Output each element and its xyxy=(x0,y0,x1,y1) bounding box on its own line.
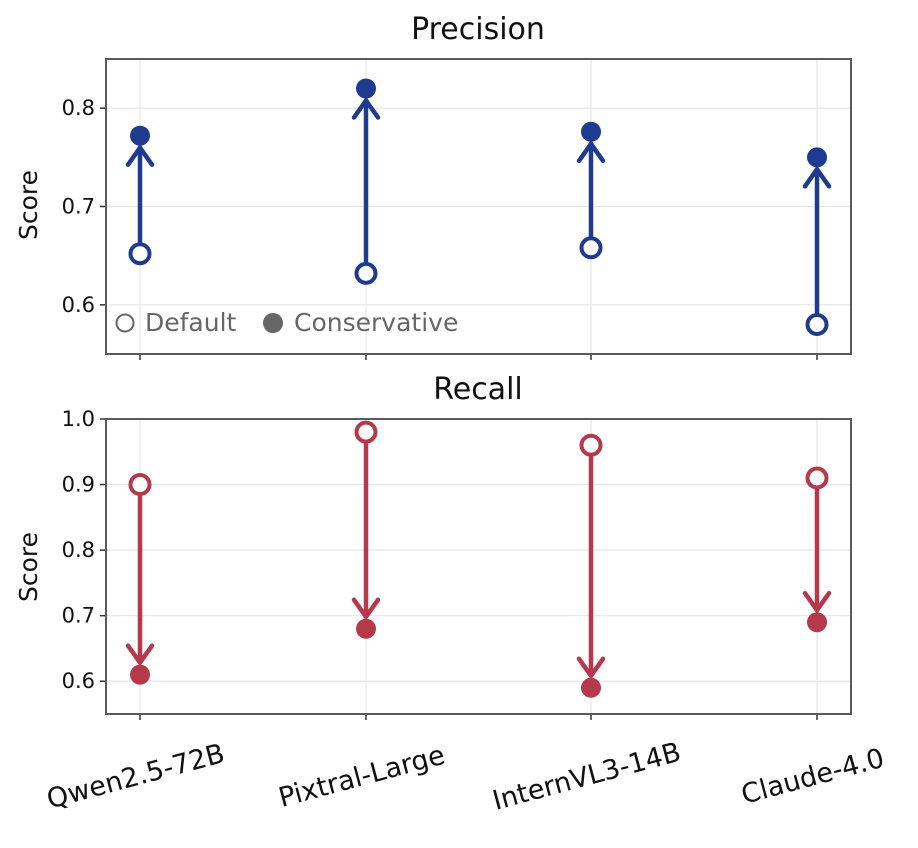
recall-ticks: 0.6 0.7 0.8 0.9 1.0 xyxy=(62,407,818,720)
recall-ytick-label: 0.7 xyxy=(62,604,95,628)
precision-default-point-qwen2-5-72b xyxy=(128,242,152,266)
recall-default-point-qwen2-5-72b xyxy=(128,473,152,497)
xtick-label-internvl3-14b: InternVL3-14B xyxy=(489,737,684,817)
recall-title: Recall xyxy=(433,372,523,407)
precision-arrowhead-qwen2-5-72b xyxy=(125,145,155,167)
precision-ticks: 0.6 0.7 0.8 xyxy=(62,96,818,360)
legend-default-marker xyxy=(115,313,135,333)
recall-default-point-claude-4-0 xyxy=(805,466,829,490)
recall-ytick-label: 0.6 xyxy=(62,669,95,693)
precision-default-point-pixtral-large xyxy=(354,261,378,285)
recall-ylabel: Score xyxy=(14,532,43,602)
legend-conservative-label: Conservative xyxy=(294,308,458,337)
precision-arrowhead-claude-4-0 xyxy=(802,167,832,189)
precision-conservative-point-internvl3-14b xyxy=(581,121,601,142)
recall-arrowhead-claude-4-0 xyxy=(802,590,832,613)
recall-conservative-point-pixtral-large xyxy=(356,618,376,639)
precision-frame xyxy=(105,58,852,355)
recall-conservative-point-internvl3-14b xyxy=(581,677,601,698)
recall-frame xyxy=(105,418,852,715)
recall-arrowhead-qwen2-5-72b xyxy=(125,643,155,665)
precision-default-point-claude-4-0 xyxy=(805,313,829,336)
recall-default-point-internvl3-14b xyxy=(579,433,603,457)
precision-conservative-point-pixtral-large xyxy=(356,78,376,99)
precision-arrowhead-internvl3-14b xyxy=(576,141,606,164)
recall-default-point-pixtral-large xyxy=(354,420,378,444)
x-tick-labels: Qwen2.5-72B Pixtral-Large InternVL3-14B Cla… xyxy=(44,737,888,817)
precision-panel: Precision Score 0.6 0.7 0.8 Default Conser… xyxy=(14,12,852,360)
xtick-label-claude-4-0: Claude-4.0 xyxy=(738,743,887,811)
recall-arrowhead-pixtral-large xyxy=(351,597,381,620)
recall-marks xyxy=(125,420,832,698)
recall-panel: Recall Score 0.6 0.7 0.8 0.9 1.0 xyxy=(14,372,852,720)
precision-conservative-point-claude-4-0 xyxy=(807,147,827,168)
precision-ytick-label: 0.8 xyxy=(62,96,95,120)
precision-default-point-internvl3-14b xyxy=(579,236,603,260)
precision-title: Precision xyxy=(411,12,545,47)
legend: Default Conservative xyxy=(115,308,458,337)
precision-ylabel: Score xyxy=(14,170,43,240)
xtick-label-qwen2-5-72b: Qwen2.5-72B xyxy=(44,738,228,815)
legend-default-label: Default xyxy=(145,308,237,337)
precision-marks xyxy=(125,78,832,336)
precision-ytick-label: 0.6 xyxy=(62,293,95,317)
recall-ytick-label: 1.0 xyxy=(62,407,95,431)
precision-ytick-label: 0.7 xyxy=(62,195,95,219)
recall-arrowhead-internvl3-14b xyxy=(576,656,606,679)
recall-ytick-label: 0.9 xyxy=(62,473,95,497)
precision-conservative-point-qwen2-5-72b xyxy=(130,125,150,146)
recall-grid xyxy=(106,418,851,714)
recall-conservative-point-qwen2-5-72b xyxy=(130,664,150,685)
recall-conservative-point-claude-4-0 xyxy=(807,612,827,633)
precision-arrowhead-pixtral-large xyxy=(351,98,381,120)
legend-conservative-marker xyxy=(263,313,283,333)
xtick-label-pixtral-large: Pixtral-Large xyxy=(275,740,448,814)
recall-ytick-label: 0.8 xyxy=(62,538,95,562)
